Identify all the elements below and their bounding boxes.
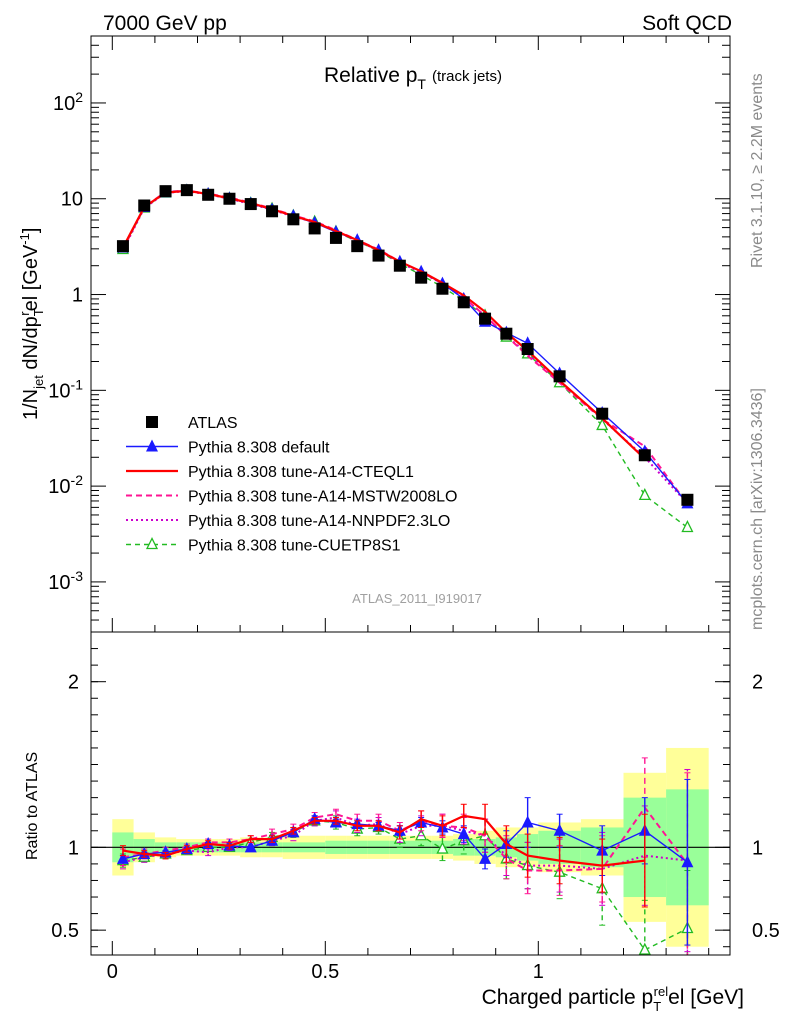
mcplots-label: mcplots.cern.ch [arXiv:1306.3436]: [749, 388, 766, 630]
ratio-default-point: [244, 840, 257, 853]
main-y-axis-label-text: 1/Njet dN/dpTrel [GeV-1]: [17, 228, 46, 420]
main-ATLAS-point: [159, 185, 172, 198]
main-y-tick-label: 10-3: [48, 568, 83, 594]
legend-MSTW-label: Pythia 8.308 tune-A14-MSTW2008LO: [188, 489, 457, 506]
main-ATLAS-point: [479, 312, 492, 325]
ratio-y-tick-label: 2: [68, 672, 79, 694]
main-y-tick-label: 102: [53, 89, 83, 115]
main-ATLAS-point: [287, 213, 300, 226]
ratio-default-point: [553, 823, 566, 836]
main-ATLAS-point: [202, 188, 215, 201]
main-CUETP8S1-point: [596, 417, 609, 431]
x-axis-label: Charged particle pTrelel [GeV]: [482, 984, 744, 1014]
main-ATLAS-point: [457, 296, 470, 309]
ratio-CUETP8S1-point: [638, 942, 651, 955]
ratio-CUETP8S1-point: [415, 828, 428, 841]
ratio-default-point: [521, 815, 534, 828]
main-ATLAS-point: [436, 282, 449, 295]
legend-CUETP8S1-marker: [145, 537, 159, 550]
legend-default-label: Pythia 8.308 default: [188, 440, 330, 457]
legend-default-marker: [146, 439, 158, 452]
x-axis-label-sub: T: [653, 999, 661, 1014]
ratio-axes: 0.5 0.5 1 1 2 2 0 0.5 1: [51, 648, 780, 983]
main-y-tick-label: 10: [61, 189, 83, 211]
ratio-panel: 0.5 0.5 1 1 2 2 0 0.5 1: [51, 631, 780, 983]
header-left-label: 7000 GeV pp: [103, 12, 227, 35]
main-axes: 10-3 10-2 10-1 1 10 102: [48, 35, 730, 633]
main-ATLAS-point: [223, 192, 236, 205]
main-ATLAS-point: [266, 205, 279, 218]
ratio-plot-area: [91, 747, 730, 955]
main-ATLAS-point: [180, 184, 193, 197]
ratio-y-tick-label: 0.5: [51, 920, 79, 942]
main-ATLAS-point: [138, 199, 151, 212]
title-main: Relative p: [324, 64, 417, 87]
legend-ATLAS-marker: [146, 416, 158, 428]
ratio-x-tick-label: 1: [533, 961, 544, 983]
main-chart-title: Relative pT (track jets): [324, 64, 502, 92]
header-right-label: Soft QCD: [642, 12, 732, 35]
ratio-y-tick-label-right: 0.5: [752, 920, 780, 942]
main-ATLAS-point: [244, 198, 257, 211]
title-sub: T: [417, 76, 426, 92]
legend-CTEQL1-label: Pythia 8.308 tune-A14-CTEQL1: [188, 464, 414, 481]
main-ATLAS-point: [638, 449, 651, 462]
main-ATLAS-point: [116, 240, 129, 253]
main-CTEQL1-line: [122, 189, 646, 460]
main-y-tick-label: 10-1: [48, 376, 83, 402]
ratio-y-tick-label-right: 1: [752, 837, 763, 859]
main-ATLAS-point: [596, 407, 609, 420]
main-ATLAS-point: [308, 222, 321, 235]
main-NNPDF-line: [122, 190, 689, 505]
ratio-x-tick-label: 0: [107, 961, 118, 983]
ratio-default-point: [681, 855, 694, 868]
ratio-y-tick-label: 1: [68, 837, 79, 859]
main-ATLAS-point: [553, 370, 566, 383]
main-ATLAS-point: [681, 493, 694, 506]
main-y-tick-label: 10-2: [48, 472, 83, 498]
x-axis-label-main: Charged particle p: [482, 986, 654, 1009]
main-plot-area: [116, 183, 694, 533]
analysis-id-label: ATLAS_2011_I919017: [352, 591, 482, 606]
main-y-axis-label: 1/Njet dN/dpTrel [GeV-1]: [17, 228, 46, 420]
title-note: (track jets): [432, 68, 502, 85]
main-CUETP8S1-point: [638, 487, 651, 501]
ratio-CUETP8S1-point: [436, 841, 449, 854]
ratio-default-point: [457, 827, 470, 840]
main-ATLAS-point: [521, 343, 534, 356]
main-MSTW-line: [122, 189, 689, 505]
legend-NNPDF-label: Pythia 8.308 tune-A14-NNPDF2.3LO: [188, 513, 450, 530]
main-y-tick-label: 1: [72, 285, 83, 307]
main-ATLAS-point: [393, 259, 406, 272]
main-CUETP8S1-point: [681, 520, 694, 533]
ratio-y-tick-label-right: 2: [752, 672, 763, 694]
rivet-version-label: Rivet 3.1.10, ≥ 2.2M events: [749, 73, 766, 268]
x-axis-label-sup: rel: [654, 984, 669, 999]
legend-ATLAS-label: ATLAS: [188, 415, 238, 432]
main-ATLAS-point: [415, 271, 428, 284]
main-panel: 10-3 10-2 10-1 1 10 102 Relative pT (track jet…: [48, 35, 731, 633]
main-ATLAS-point: [500, 327, 513, 340]
main-ATLAS-point: [372, 249, 385, 262]
ratio-x-tick-label: 0.5: [311, 961, 339, 983]
ratio-MSTW-line: [122, 805, 689, 872]
legend-CUETP8S1-label: Pythia 8.308 tune-CUETP8S1: [188, 538, 401, 555]
ratio-y-axis-label: Ratio to ATLAS: [24, 752, 41, 860]
main-ATLAS-point: [329, 231, 342, 244]
ratio-default-point: [116, 851, 129, 864]
main-ATLAS-point: [351, 240, 364, 253]
x-axis-label-unit: el [GeV]: [668, 986, 744, 1009]
main-panel-frame: [90, 35, 731, 633]
legend: ATLAS Pythia 8.308 default Pythia 8.308 tu…: [126, 415, 457, 555]
ratio-default-point: [479, 851, 492, 864]
